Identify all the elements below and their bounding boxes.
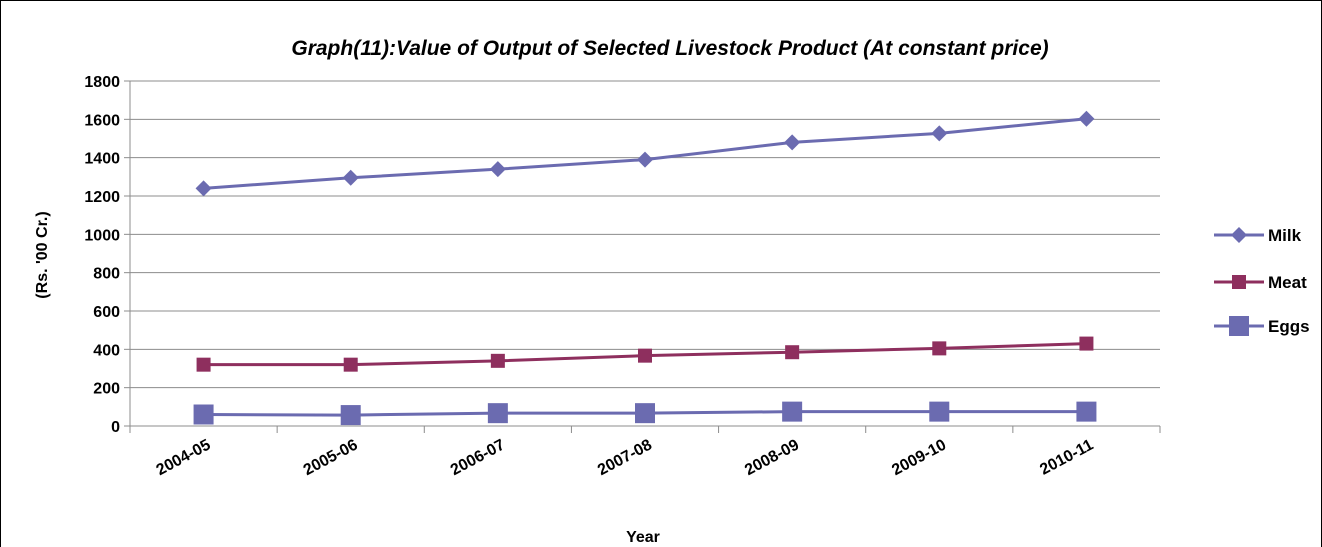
x-tick-labels: 2004-05 2005-06 2006-07 2007-08 2008-09 2009-…	[154, 436, 1097, 479]
y-tick-label: 0	[111, 419, 120, 436]
legend-item-meat: Meat	[1214, 273, 1307, 292]
legend: Milk Meat Eggs	[1214, 226, 1310, 336]
series-lines	[193, 110, 1097, 426]
legend-meat-marker	[1232, 275, 1246, 289]
gridlines	[130, 80, 1160, 389]
y-tick-label: 1200	[84, 189, 120, 206]
chart-title: Graph(11):Value of Output of Selected Li…	[291, 37, 1048, 60]
meat-marker	[196, 357, 211, 372]
milk-marker	[1078, 110, 1095, 127]
series-eggs	[193, 401, 1097, 426]
meat-marker	[638, 348, 652, 363]
eggs-marker	[635, 403, 655, 424]
legend-eggs-marker	[1229, 316, 1249, 336]
meat-marker	[785, 345, 800, 360]
axes	[124, 80, 1161, 433]
legend-milk-marker	[1231, 227, 1247, 243]
y-tick-label: 200	[93, 381, 120, 398]
milk-marker	[489, 161, 506, 178]
legend-item-milk: Milk	[1214, 226, 1302, 245]
y-tick-label: 800	[93, 266, 120, 283]
y-tick-label: 1600	[84, 112, 120, 129]
y-axis-label: (Rs. '00 Cr.)	[34, 211, 51, 298]
eggs-marker	[487, 403, 508, 424]
series-milk	[195, 110, 1095, 197]
x-tick-label: 2006-07	[448, 436, 508, 479]
x-tick-label: 2008-09	[742, 436, 802, 479]
milk-marker	[342, 169, 359, 186]
milk-marker	[784, 134, 801, 151]
meat-marker	[343, 357, 358, 372]
y-tick-label: 1000	[84, 227, 120, 244]
x-axis-label: Year	[626, 529, 660, 546]
eggs-marker	[1076, 401, 1097, 422]
legend-label: Milk	[1268, 226, 1302, 245]
y-tick-label: 1400	[84, 151, 120, 168]
meat-marker	[932, 341, 947, 356]
milk-marker	[931, 125, 948, 142]
milk-marker	[637, 151, 653, 168]
legend-item-eggs: Eggs	[1214, 316, 1310, 336]
x-tick-label: 2004-05	[154, 436, 214, 479]
y-tick-label: 600	[93, 304, 120, 321]
eggs-marker	[193, 404, 214, 425]
eggs-marker	[929, 401, 950, 422]
x-tick-label: 2005-06	[301, 436, 361, 479]
eggs-marker	[340, 405, 361, 426]
meat-marker	[490, 353, 505, 368]
legend-label: Meat	[1268, 273, 1307, 292]
legend-label: Eggs	[1268, 317, 1310, 336]
series-meat	[196, 336, 1094, 372]
eggs-marker	[782, 401, 803, 422]
y-tick-label: 400	[93, 342, 120, 359]
meat-marker	[1079, 336, 1094, 351]
y-tick-labels: 0 200 400 600 800 1000 1200 1400 1600 1800	[84, 74, 120, 436]
milk-marker	[195, 180, 212, 197]
x-tick-label: 2009-10	[889, 436, 949, 479]
x-tick-label: 2007-08	[595, 436, 655, 479]
x-tick-label: 2010-11	[1037, 436, 1096, 478]
y-tick-label: 1800	[84, 74, 120, 91]
